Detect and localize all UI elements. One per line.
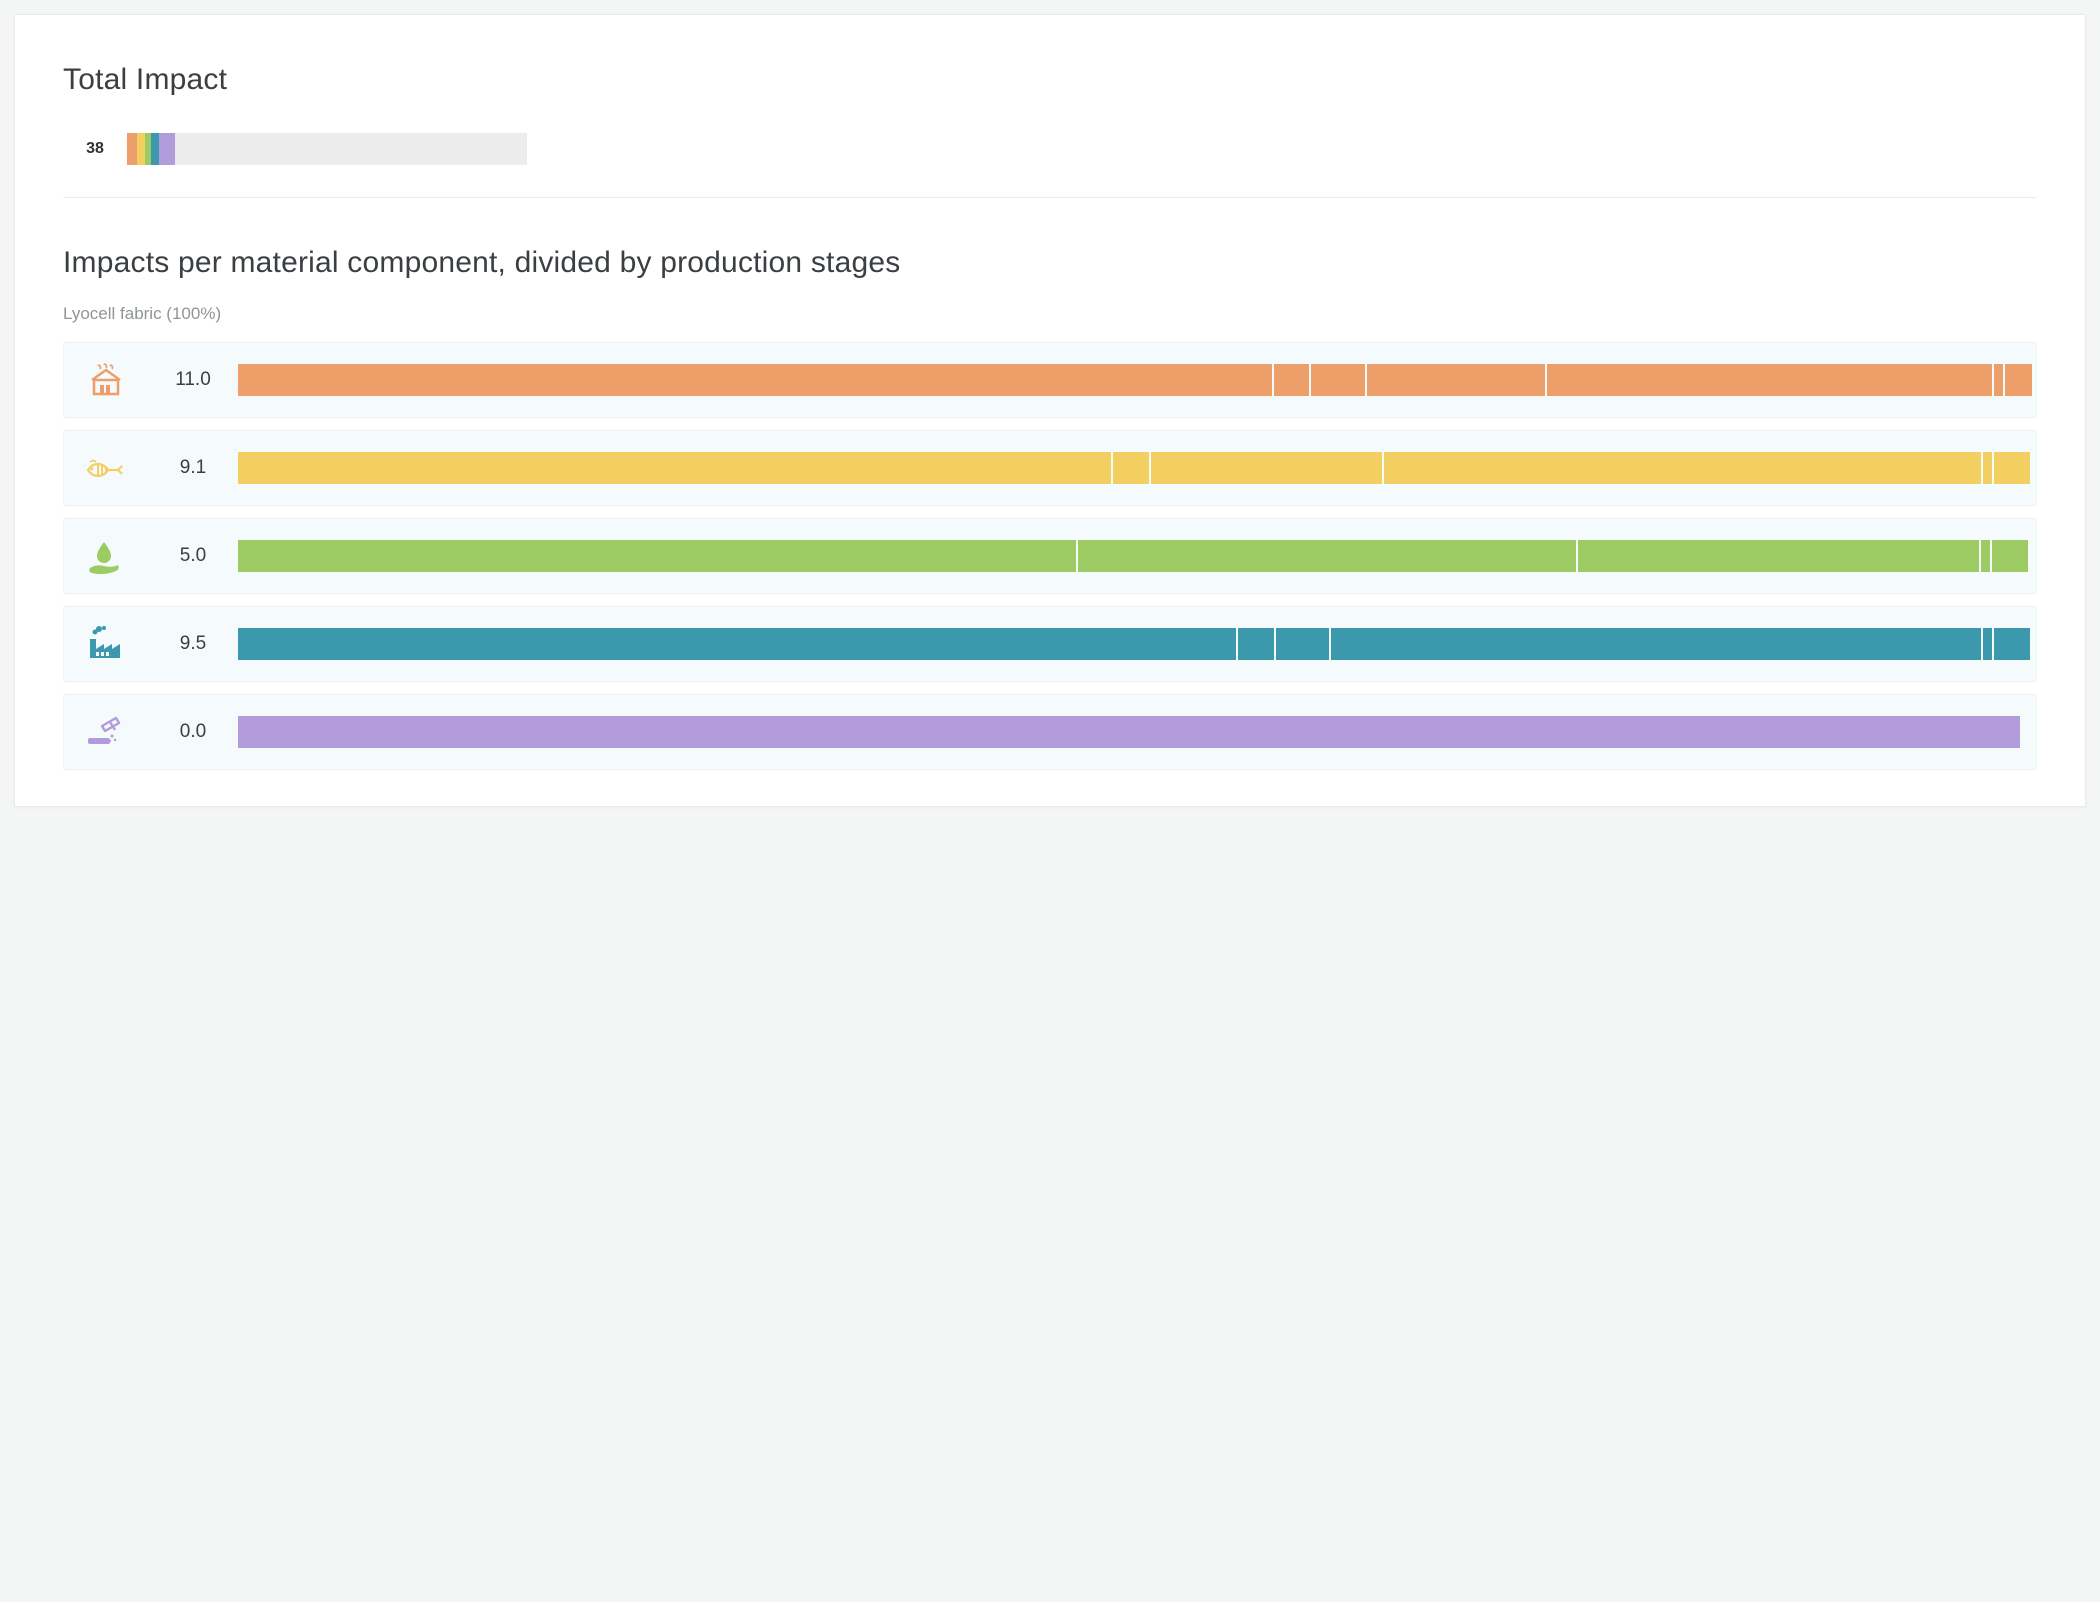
total-seg-air (151, 133, 159, 165)
total-impact-title: Total Impact (63, 63, 2037, 97)
impact-bar-climate (238, 364, 2020, 396)
total-seg-chemical (159, 133, 175, 165)
impact-row-chemical: 0.0 (63, 694, 2037, 770)
impact-seg-climate-4 (1547, 364, 1993, 396)
impact-value-eco: 9.1 (148, 457, 238, 479)
total-seg-eco (137, 133, 145, 165)
impact-seg-climate-6 (2005, 364, 2032, 396)
impact-seg-water-2 (1578, 540, 1979, 572)
impact-seg-water-3 (1981, 540, 1990, 572)
total-impact-value: 38 (63, 140, 127, 158)
impact-seg-eco-3 (1384, 452, 1981, 484)
impact-seg-water-0 (238, 540, 1076, 572)
total-impact-bar-track (127, 133, 527, 165)
section-divider (63, 197, 2037, 198)
impact-value-water: 5.0 (148, 545, 238, 567)
impact-seg-air-1 (1238, 628, 1274, 660)
impact-seg-air-2 (1276, 628, 1329, 660)
impact-seg-eco-1 (1113, 452, 1149, 484)
impact-row-air: 9.5 (63, 606, 2037, 682)
impact-seg-eco-2 (1151, 452, 1383, 484)
factory-icon (76, 622, 148, 666)
water-hand-icon (76, 534, 148, 578)
impact-value-climate: 11.0 (148, 369, 238, 391)
impact-bar-air (238, 628, 2020, 660)
impact-seg-air-0 (238, 628, 1236, 660)
impact-bar-chemical (238, 716, 2020, 748)
impact-seg-water-1 (1078, 540, 1577, 572)
impact-seg-climate-1 (1274, 364, 1310, 396)
impact-bar-eco (238, 452, 2020, 484)
impact-bar-water (238, 540, 2020, 572)
impact-seg-water-4 (1992, 540, 2028, 572)
impact-row-water: 5.0 (63, 518, 2037, 594)
impact-seg-eco-4 (1983, 452, 1992, 484)
impact-card: Total Impact 38 Impacts per material com… (14, 14, 2086, 807)
fishbone-icon (76, 446, 148, 490)
greenhouse-icon (76, 358, 148, 402)
impact-row-eco: 9.1 (63, 430, 2037, 506)
impact-seg-air-4 (1983, 628, 1992, 660)
total-impact-bar-fill (127, 133, 527, 165)
impact-value-air: 9.5 (148, 633, 238, 655)
per-material-title: Impacts per material component, divided … (63, 246, 2037, 280)
total-impact-row: 38 (63, 133, 2037, 165)
impact-seg-climate-2 (1311, 364, 1364, 396)
impact-seg-eco-0 (238, 452, 1111, 484)
test-tube-icon (76, 710, 148, 754)
impact-seg-air-5 (1994, 628, 2030, 660)
impact-seg-climate-3 (1367, 364, 1545, 396)
total-seg-climate (127, 133, 137, 165)
impact-seg-chemical-0 (238, 716, 2020, 748)
impact-seg-eco-5 (1994, 452, 2030, 484)
impact-rows-container: 11.0 9.1 5.0 9.5 0.0 (63, 342, 2037, 770)
impact-seg-air-3 (1331, 628, 1981, 660)
impact-value-chemical: 0.0 (148, 721, 238, 743)
impact-seg-climate-5 (1994, 364, 2003, 396)
impact-seg-climate-0 (238, 364, 1272, 396)
impact-row-climate: 11.0 (63, 342, 2037, 418)
material-label: Lyocell fabric (100%) (63, 304, 2037, 324)
